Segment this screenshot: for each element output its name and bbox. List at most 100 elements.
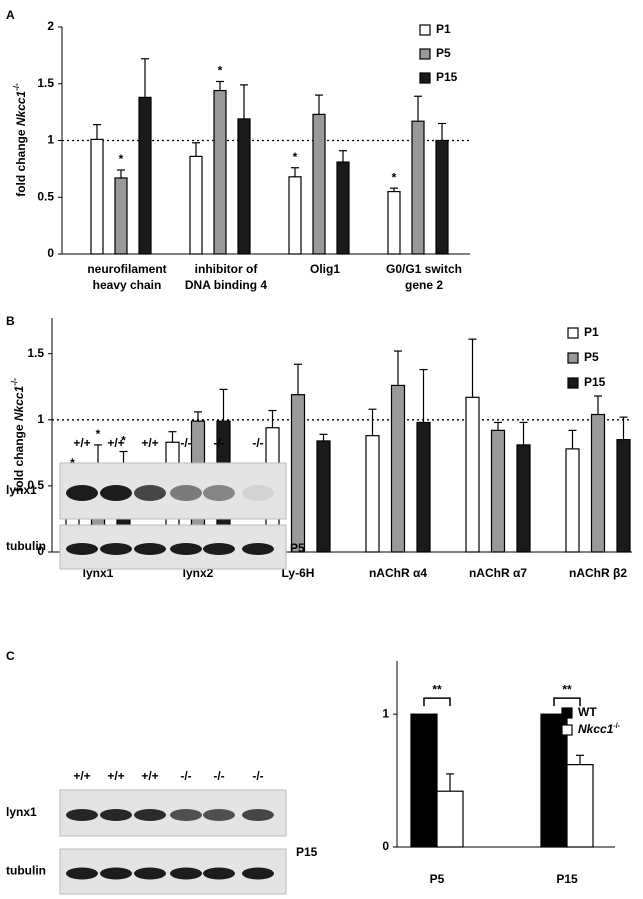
y-tick-label: 0 [37,544,44,558]
x-tick-label: P15 [556,872,578,886]
bar [516,444,531,553]
genotype-label: -/- [180,769,191,783]
legend-label-name: P5 [436,46,451,60]
x-tick-label: nAChR α4 [369,566,427,580]
blot-band [203,543,235,555]
blot-band [100,543,132,555]
blot-stage-label: P5 [290,541,305,555]
y-tick-label: 1 [382,706,389,720]
blot-band [100,809,132,821]
blot-band [134,543,166,555]
panel-letter: C [6,649,15,663]
blot-band [66,809,98,821]
bar [114,177,128,255]
legend-label-name: P15 [584,375,606,389]
genotype-label: -/- [252,436,263,450]
bar [540,713,568,848]
blot-band [203,809,235,821]
y-axis-label-text: fold change [14,126,28,197]
genotype-label: -/- [213,769,224,783]
x-tick-label: P5 [430,872,445,886]
blot-band [203,867,235,880]
significance-bracket [423,697,451,707]
blot-row-label: lynx1 [6,805,37,819]
y-tick-label: 0.5 [27,478,44,492]
genotype-label: +/+ [107,436,124,450]
bar [336,161,350,255]
x-tick-label: Ly-6H [282,566,315,580]
y-axis-label-gene: Nkcc1 [14,90,28,126]
x-tick-label: lynx2 [183,566,214,580]
y-tick-label: 1 [37,412,44,426]
legend-swatch [419,48,431,60]
bar [316,440,331,553]
bar [616,439,631,553]
y-axis-label: fold change Nkcc1-/- [12,83,28,197]
panel-letter: A [6,8,15,22]
significance-bracket [553,697,581,707]
significance-marker: * [119,152,124,166]
bar [590,413,606,553]
bar [390,384,406,553]
blot-band [100,485,132,501]
y-axis-label-text: fold change [12,421,26,492]
legend-label-sup: -/- [613,723,620,730]
legend-label-name: P5 [584,350,599,364]
bar [237,118,251,255]
significance-marker: ** [432,682,442,696]
bar [566,764,594,848]
genotype-label: +/+ [141,436,158,450]
legend-swatch [561,724,573,736]
bar [213,89,227,255]
y-tick-label: 0 [382,839,389,853]
bar [410,713,438,848]
blot-band [170,543,202,555]
blot-band [242,485,274,501]
legend-label: P5 [436,46,451,60]
legend-label: P15 [584,375,606,389]
blot-band [242,543,274,555]
bar [365,435,380,553]
legend-swatch [419,24,431,36]
bar [90,138,104,255]
blot-band [170,809,202,821]
blot-band [66,485,98,501]
y-tick-label: 1.5 [37,76,54,90]
significance-marker: * [96,427,101,441]
bar [416,421,431,553]
y-axis-label-sup: -/- [10,378,19,386]
legend-label: P15 [436,70,458,84]
genotype-label: -/- [213,436,224,450]
blot-band [134,867,166,880]
bar [312,113,326,255]
x-tick-label: nAChR β2 [569,566,627,580]
bar [411,120,425,255]
x-tick-label: heavy chain [93,278,162,292]
significance-marker: * [218,64,223,78]
significance-marker: ** [562,682,572,696]
legend-label-name: Nkcc1 [578,722,614,736]
blot-band [203,485,235,501]
y-axis-label-gene: Nkcc1 [12,385,26,421]
legend-label-name: P15 [436,70,458,84]
x-tick-label: nAChR α7 [469,566,527,580]
significance-marker: * [392,170,397,184]
significance-marker: * [293,150,298,164]
legend-label-name: P1 [584,325,599,339]
legend-label-name: WT [578,705,597,719]
legend-swatch [567,377,579,389]
bar [387,190,401,255]
legend-label: P1 [436,22,451,36]
x-tick-label: G0/G1 switch [386,262,462,276]
genotype-label: +/+ [141,769,158,783]
bar [288,176,302,255]
genotype-label: -/- [252,769,263,783]
y-axis-label: fold change Nkcc1-/- [10,378,26,492]
bar [465,396,480,553]
blot-band [134,809,166,821]
genotype-label: +/+ [107,769,124,783]
legend-swatch [561,707,573,719]
legend-swatch [419,72,431,84]
blot-stage-label: P15 [296,845,318,859]
